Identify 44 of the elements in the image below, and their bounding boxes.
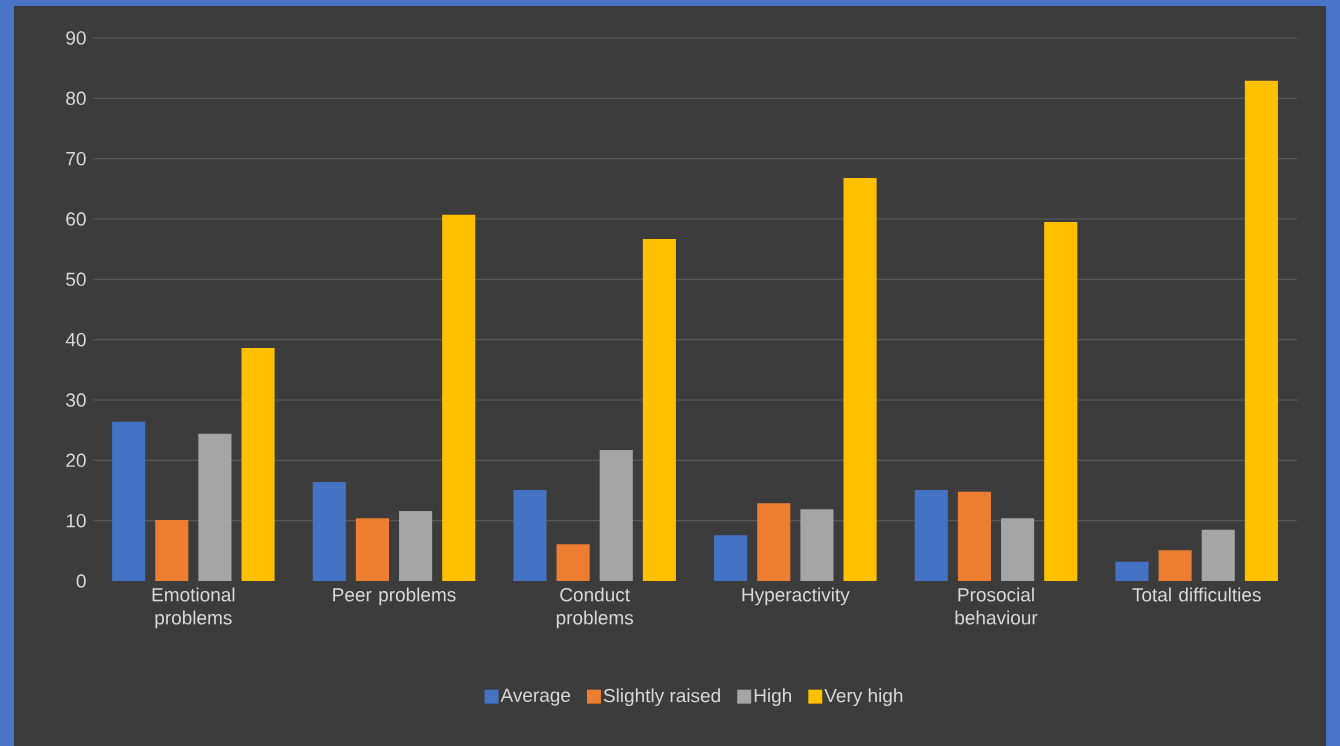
bar xyxy=(1158,550,1192,581)
bar xyxy=(1201,529,1235,581)
y-tick-label: 70 xyxy=(66,151,86,166)
bar xyxy=(442,214,476,581)
bar xyxy=(757,503,791,581)
bar xyxy=(1115,561,1149,581)
y-tick-label: 80 xyxy=(66,91,86,106)
y-tick-label: 50 xyxy=(66,272,86,287)
bar xyxy=(800,509,834,581)
bar xyxy=(1001,518,1035,581)
x-tick-label: Prosocial behaviour xyxy=(955,587,1038,625)
x-tick-label: Peer problems xyxy=(333,587,456,606)
bar xyxy=(957,491,991,581)
legend-label: High xyxy=(754,688,792,707)
y-tick-label: 60 xyxy=(66,212,86,226)
bar xyxy=(1244,80,1278,581)
x-tick-label: Hyperactivity xyxy=(742,587,850,606)
bar xyxy=(843,177,877,581)
bar xyxy=(312,482,346,581)
bar xyxy=(355,518,389,581)
bar xyxy=(241,348,275,581)
legend-label: Slightly raised xyxy=(603,688,720,707)
legend-label: Very high xyxy=(824,688,903,707)
y-tick-label: 20 xyxy=(66,453,86,468)
y-tick-label: 40 xyxy=(65,332,86,347)
bar xyxy=(714,535,748,581)
bar xyxy=(599,450,633,581)
bar xyxy=(155,520,189,581)
x-tick-label: Emotional problems xyxy=(152,587,235,629)
bar xyxy=(1044,222,1078,581)
bar xyxy=(914,489,948,581)
y-tick-label: 0 xyxy=(76,574,86,588)
y-tick-label: 10 xyxy=(66,513,86,528)
bar xyxy=(399,511,433,581)
legend-label: Average xyxy=(500,688,571,706)
bar xyxy=(556,544,590,581)
x-tick-label: Conduct problems xyxy=(556,587,634,629)
y-tick-label: 30 xyxy=(66,393,86,407)
bar xyxy=(642,238,676,581)
bar xyxy=(112,421,146,581)
bar xyxy=(513,489,547,581)
x-tick-label: Total difficulties xyxy=(1132,587,1261,602)
y-tick-label: 90 xyxy=(66,31,86,45)
bar xyxy=(198,433,232,581)
